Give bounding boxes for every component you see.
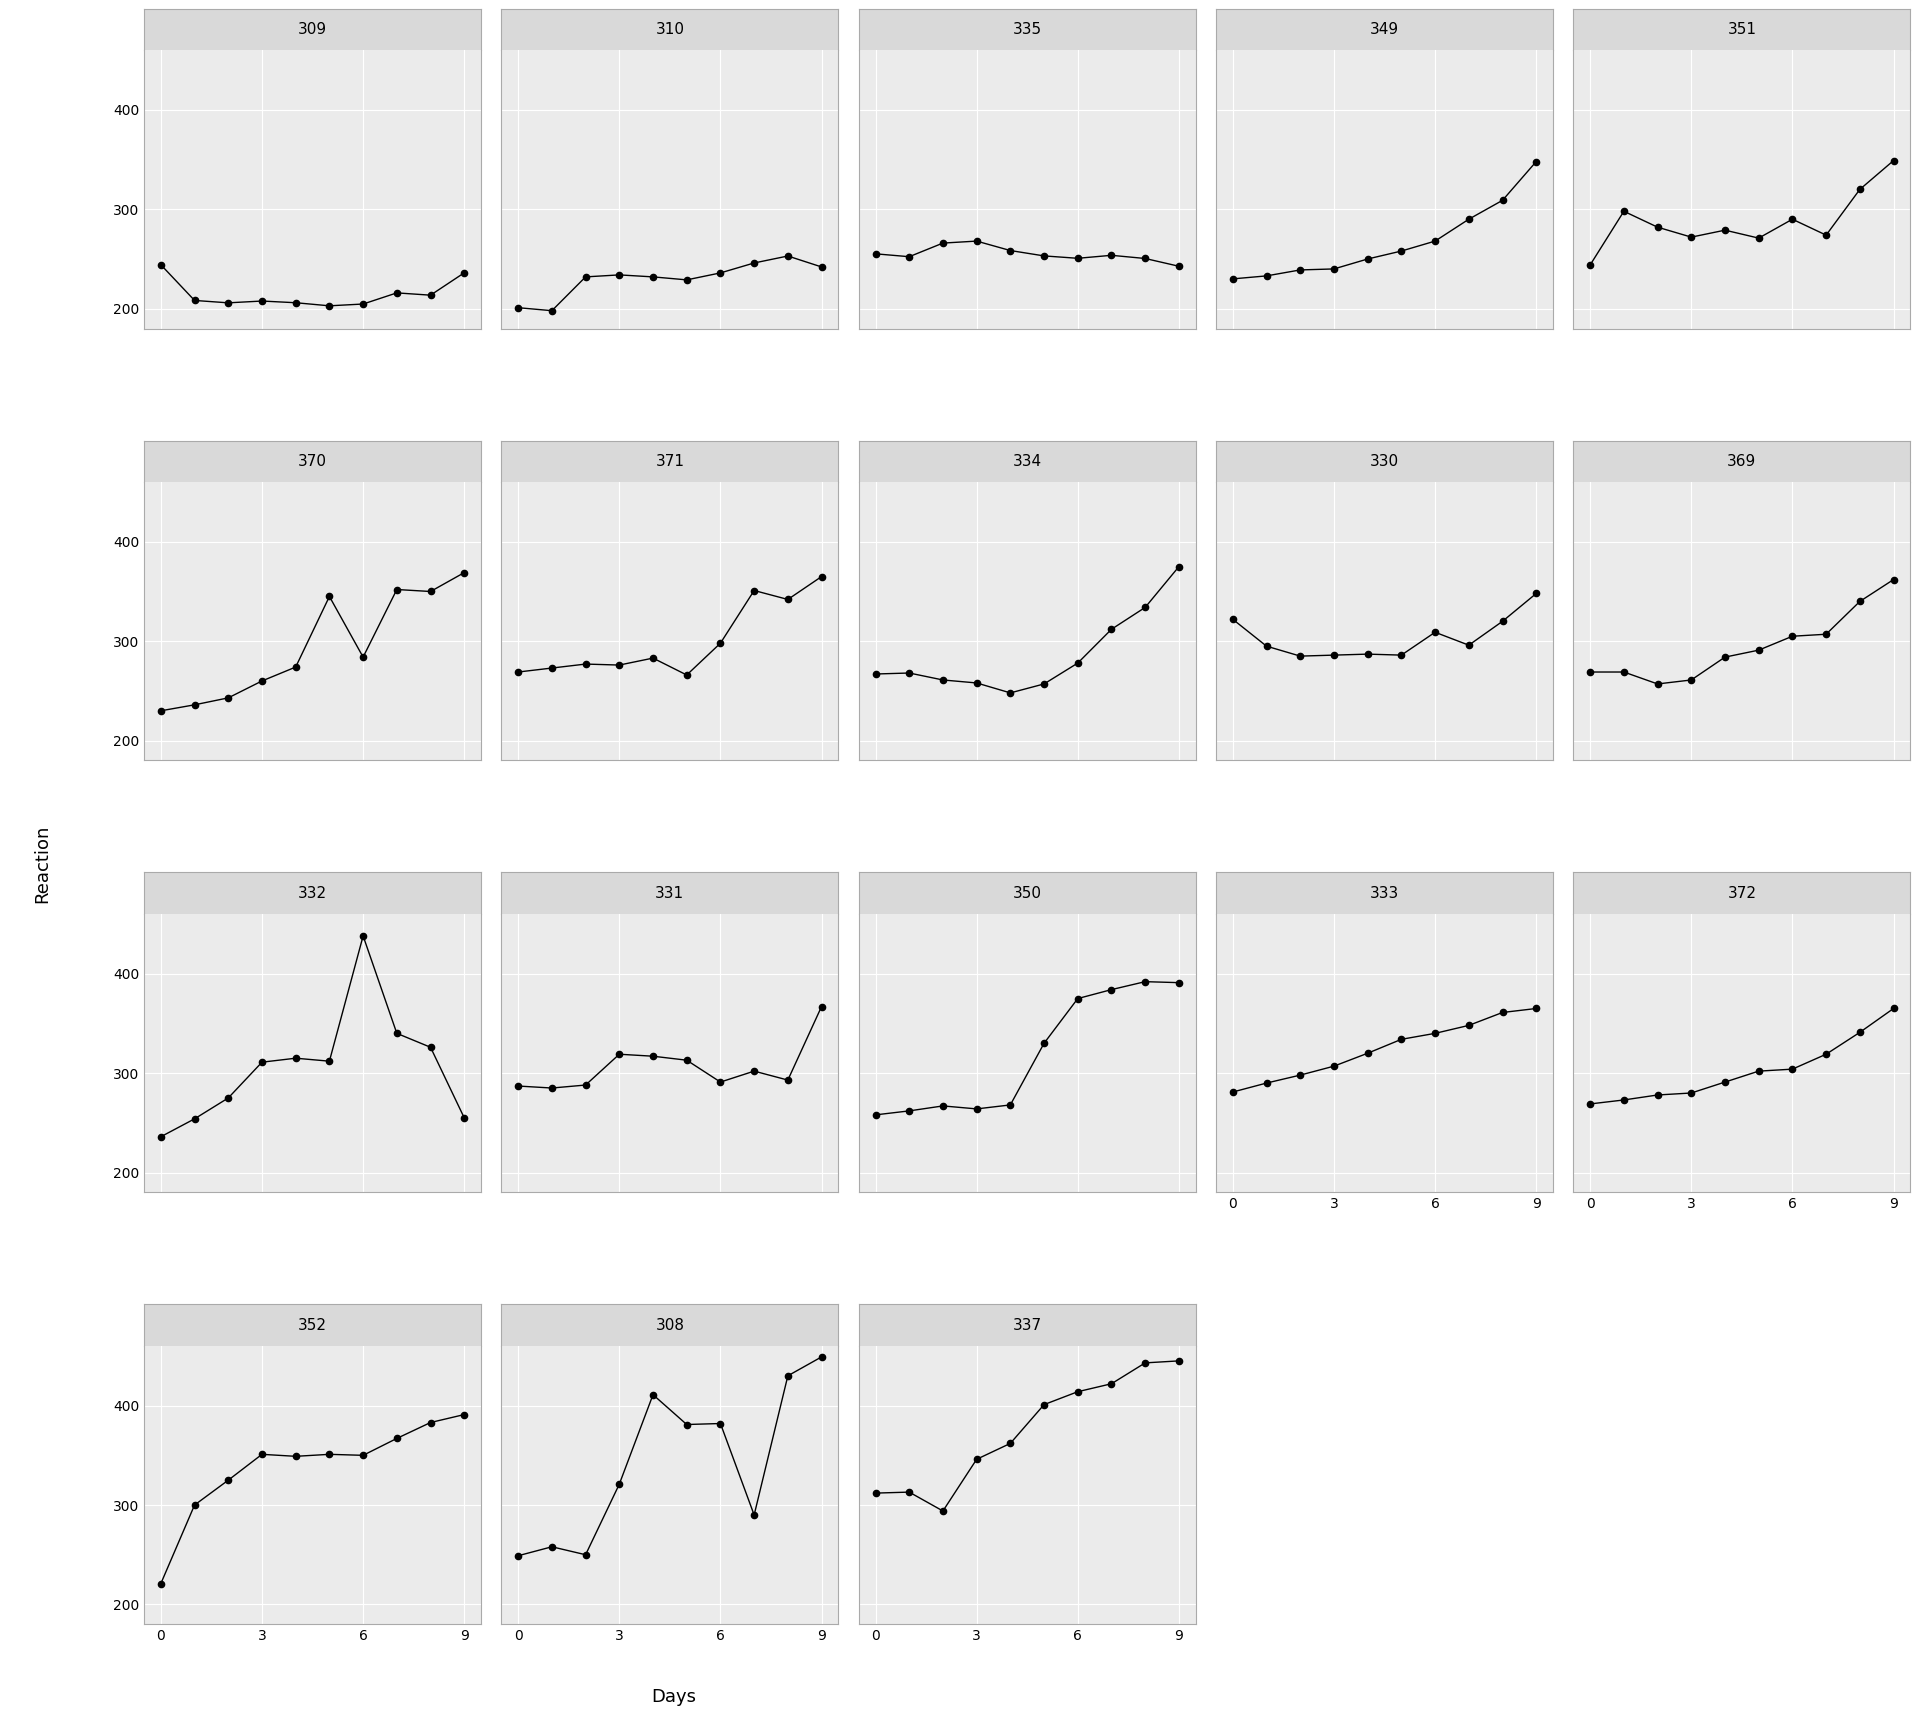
Text: 333: 333: [1369, 886, 1400, 900]
Text: 330: 330: [1371, 454, 1400, 468]
Text: 335: 335: [1012, 22, 1043, 36]
Text: 369: 369: [1728, 454, 1757, 468]
Text: 350: 350: [1012, 886, 1043, 900]
Text: 351: 351: [1728, 22, 1757, 36]
Text: 352: 352: [298, 1318, 326, 1332]
Text: Reaction: Reaction: [33, 824, 52, 904]
Text: 331: 331: [655, 886, 684, 900]
Text: 310: 310: [655, 22, 684, 36]
Text: 370: 370: [298, 454, 326, 468]
Text: 332: 332: [298, 886, 326, 900]
Text: 334: 334: [1012, 454, 1043, 468]
Text: Days: Days: [651, 1688, 697, 1706]
Text: 372: 372: [1728, 886, 1757, 900]
Text: 349: 349: [1371, 22, 1400, 36]
Text: 309: 309: [298, 22, 326, 36]
Text: 337: 337: [1012, 1318, 1043, 1332]
Text: 308: 308: [655, 1318, 684, 1332]
Text: 371: 371: [655, 454, 684, 468]
